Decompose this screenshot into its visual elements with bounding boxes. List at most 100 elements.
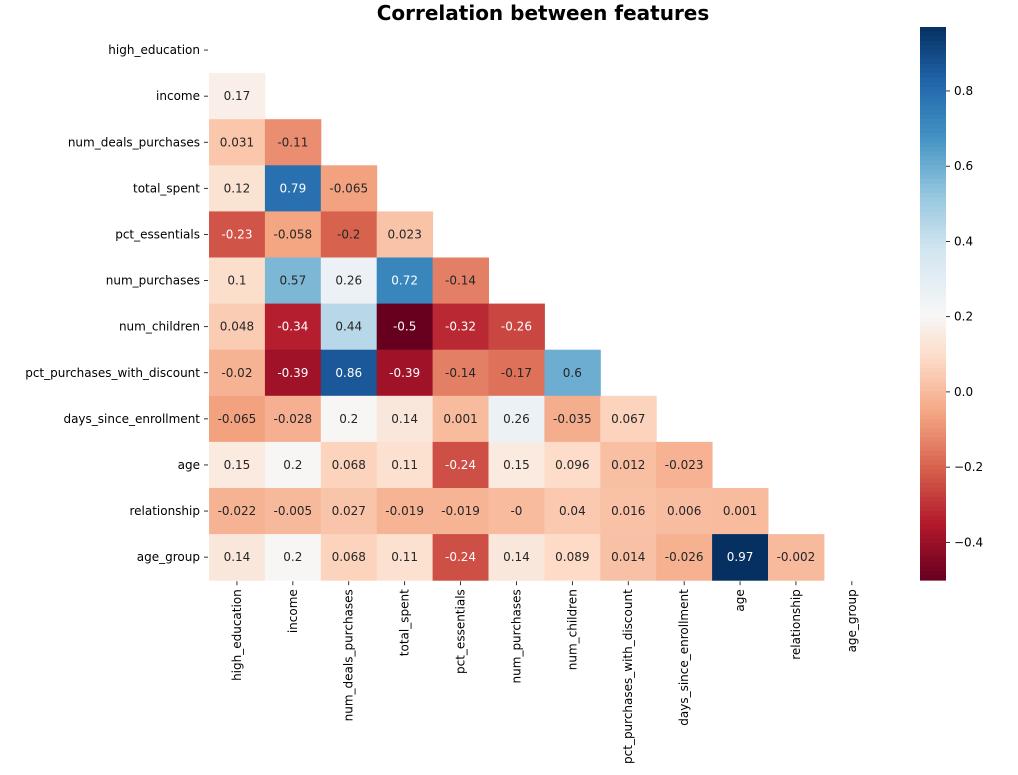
y-axis-tick-label: pct_purchases_with_discount [25, 366, 200, 380]
colorbar-segment [920, 77, 946, 83]
colorbar-segment [920, 575, 946, 581]
colorbar-segment [920, 165, 946, 171]
colorbar-tick-label: −0.4 [954, 535, 983, 549]
colorbar-segment [920, 308, 946, 314]
heatmap-cell [209, 395, 266, 443]
heatmap-cell-value: -0.2 [337, 227, 360, 241]
heatmap-cell [209, 441, 266, 489]
colorbar-segment [920, 492, 946, 498]
colorbar-segment [920, 520, 946, 526]
x-axis-tick-label: relationship [789, 589, 803, 660]
heatmap-cell-value: 0.72 [391, 274, 418, 288]
heatmap-cell-value: 0.11 [391, 458, 418, 472]
heatmap-cell [712, 488, 769, 535]
colorbar-segment [920, 464, 946, 470]
heatmap-cell [544, 488, 601, 535]
colorbar-segment [920, 478, 946, 484]
x-axis-tick-label: pct_essentials [454, 589, 468, 674]
heatmap-cell-value: 0.2 [283, 458, 302, 472]
heatmap-cell-value: -0.11 [277, 135, 308, 149]
colorbar-segment [920, 132, 946, 139]
heatmap-cell-value: 0.067 [611, 412, 645, 426]
heatmap-cell-value: -0.035 [553, 412, 592, 426]
heatmap-cell [264, 395, 322, 443]
heatmap-cell [488, 349, 545, 397]
colorbar-segment [920, 243, 946, 249]
colorbar-segment [920, 418, 946, 424]
heatmap-cell-value: -0.39 [277, 366, 308, 380]
colorbar-segment [920, 151, 946, 157]
y-axis-tick-label: high_education [108, 43, 200, 57]
heatmap-cell [320, 211, 378, 258]
heatmap-cell [264, 165, 322, 212]
heatmap-cell [488, 303, 545, 351]
colorbar-segment [920, 556, 946, 563]
heatmap-cell [376, 395, 434, 443]
colorbar: −0.4 −0.2 0.0 0.2 0.4 0.6 0.8 [920, 27, 983, 581]
colorbar-segment [920, 114, 946, 120]
heatmap-cell [320, 303, 378, 351]
colorbar-segment [920, 128, 946, 134]
heatmap-cell [264, 257, 322, 305]
heatmap-cell [209, 349, 266, 397]
heatmap-cell [376, 257, 434, 305]
colorbar-segment [920, 510, 946, 517]
colorbar-segment [920, 432, 946, 438]
colorbar-segment [920, 349, 946, 355]
x-axis-tick-label: pct_purchases_with_discount [621, 589, 635, 764]
heatmap-cell-value: -0.14 [445, 274, 476, 288]
colorbar-tick-label: 0.0 [954, 385, 973, 399]
colorbar-segment [920, 123, 946, 129]
heatmap-cell-value: 0.2 [339, 412, 358, 426]
colorbar-segment [920, 483, 946, 489]
heatmap-cell-value: -0.14 [445, 366, 476, 380]
colorbar-segment [920, 409, 946, 415]
colorbar-segment [920, 400, 946, 406]
heatmap-cell-value: -0.26 [501, 320, 532, 334]
heatmap-cell-value: 0.068 [332, 550, 366, 564]
colorbar-segment [920, 40, 946, 47]
y-axis-tick-label: pct_essentials [115, 227, 200, 241]
colorbar-segment [920, 146, 946, 153]
heatmap-cell [209, 488, 266, 535]
colorbar-segment [920, 27, 946, 33]
y-axis-tick-label: num_deals_purchases [68, 135, 200, 149]
heatmap-cell [264, 534, 322, 581]
colorbar-segment [920, 220, 946, 226]
colorbar-segment [920, 119, 946, 125]
colorbar-segment [920, 506, 946, 512]
colorbar-segment [920, 321, 946, 328]
heatmap-cell [376, 303, 434, 351]
heatmap-cell-value: 0.089 [555, 550, 589, 564]
heatmap-cell [488, 488, 545, 535]
heatmap-cell-value: 0.001 [443, 412, 477, 426]
y-axis-tick-label: relationship [129, 504, 200, 518]
y-axis-tick-label: income [156, 89, 200, 103]
colorbar-segment [920, 487, 946, 494]
heatmap-cell [432, 395, 489, 443]
colorbar-segment [920, 386, 946, 392]
colorbar-segment [920, 469, 946, 475]
heatmap-cell [320, 534, 378, 581]
heatmap-cell [209, 119, 266, 166]
colorbar-segment [920, 188, 946, 194]
heatmap-cell-value: -0.019 [385, 504, 424, 518]
colorbar-segment [920, 280, 946, 286]
colorbar-segment [920, 358, 946, 365]
heatmap-cell [432, 441, 489, 489]
heatmap-cell [209, 73, 266, 120]
heatmap-cell [544, 349, 601, 397]
heatmap-cell-value: 0.027 [332, 504, 366, 518]
heatmap-cell [320, 441, 378, 489]
heatmap-cell [656, 534, 713, 581]
heatmap-cell [600, 441, 657, 489]
heatmap-cell [376, 441, 434, 489]
heatmap-cell [432, 349, 489, 397]
heatmap-cell-value: -0.24 [445, 550, 476, 564]
x-axis-tick-label: total_spent [398, 589, 412, 656]
heatmap-cell-value: -0.23 [221, 227, 252, 241]
colorbar-segment [920, 460, 946, 466]
x-axis-tick-labels: high_education income num_deals_purchases t… [230, 581, 859, 764]
heatmap-cell [320, 257, 378, 305]
colorbar-segment [920, 271, 946, 277]
